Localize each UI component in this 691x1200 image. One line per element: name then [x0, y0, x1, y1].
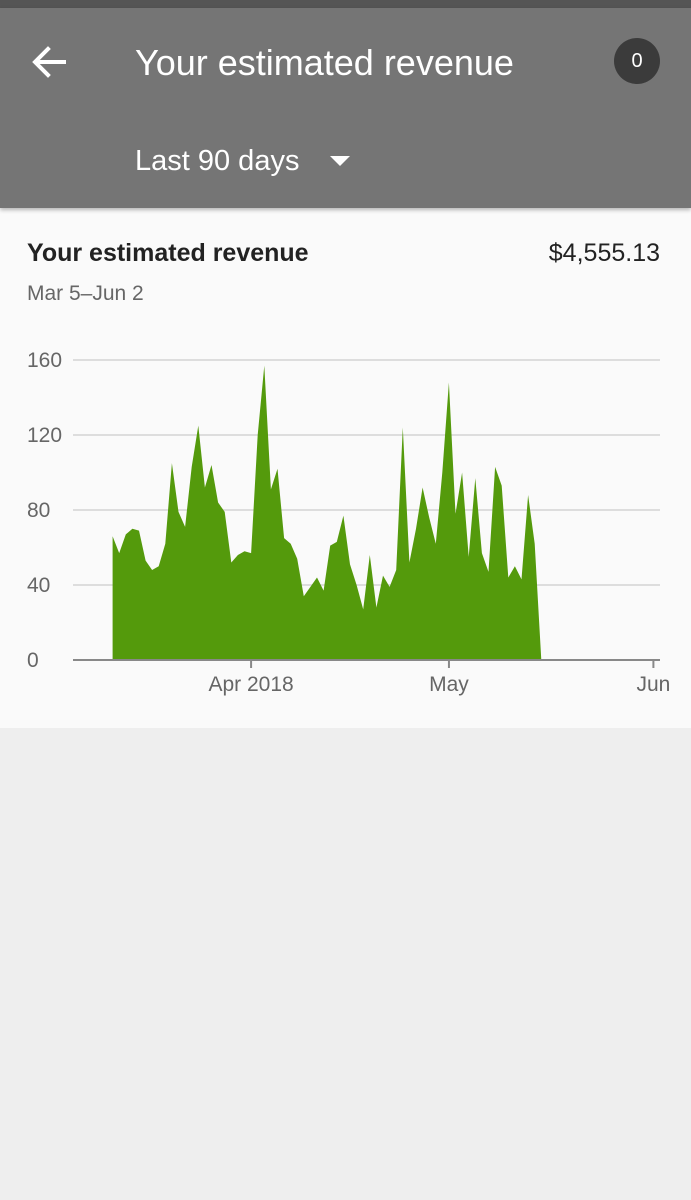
- page-title: Your estimated revenue: [135, 42, 514, 83]
- x-tick-label: Apr 2018: [208, 673, 293, 696]
- revenue-total: $4,555.13: [548, 239, 660, 267]
- y-tick-label: 80: [27, 499, 50, 522]
- date-range-label: Last 90 days: [135, 145, 300, 177]
- status-bar-strip: [0, 0, 691, 8]
- y-tick-label: 120: [27, 424, 62, 447]
- card-title: Your estimated revenue: [27, 239, 309, 267]
- date-range-dropdown[interactable]: Last 90 days: [135, 134, 351, 188]
- revenue-chart: 0 40 80 120 160 Apr 2018 May Jun: [27, 349, 670, 696]
- y-tick-label: 160: [27, 349, 62, 372]
- y-tick-label: 0: [27, 649, 39, 672]
- y-tick-label: 40: [27, 574, 50, 597]
- x-tick-label: May: [429, 673, 469, 696]
- caret-down-icon: [299, 155, 351, 167]
- revenue-area-series: [112, 365, 542, 660]
- revenue-card: Your estimated revenue $4,555.13 Mar 5–J…: [0, 208, 691, 728]
- arrow-back-icon: [22, 36, 74, 88]
- notification-count-badge[interactable]: 0: [614, 38, 660, 84]
- card-date-range: Mar 5–Jun 2: [27, 282, 144, 305]
- back-button[interactable]: [22, 36, 74, 88]
- x-tick-label: Jun: [636, 673, 670, 696]
- app-bar: Your estimated revenue 0 Last 90 days: [0, 8, 691, 208]
